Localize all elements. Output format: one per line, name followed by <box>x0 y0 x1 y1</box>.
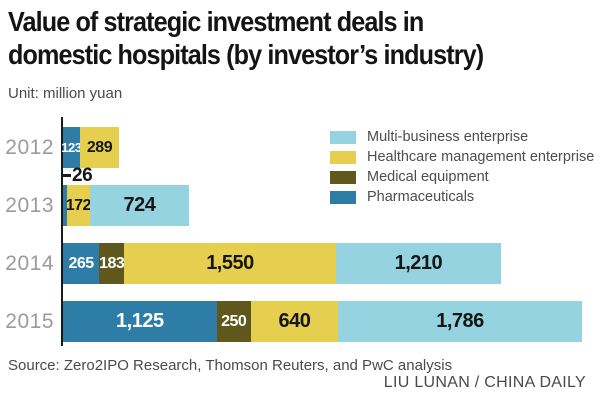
bar-row-2014: 265 183 1,550 1,210 <box>63 243 501 284</box>
legend-item-label: Multi-business enterprise <box>367 129 529 145</box>
chart-title-line2: domestic hospitals (by investor’s indust… <box>8 39 484 70</box>
bar-segment-healthcare-management-enterprise: 640 <box>250 301 339 342</box>
bar-value-label: 289 <box>86 138 113 156</box>
bar-value-label: 265 <box>68 254 94 272</box>
bar-value-label: 1,125 <box>116 310 164 332</box>
bar-value-label: 1,550 <box>206 252 254 274</box>
bar-segment-pharmaceuticals: 123 <box>61 127 82 168</box>
bar-segment-multi-business-enterprise: 1,210 <box>335 243 501 284</box>
category-label-2014: 2014 <box>5 252 54 275</box>
legend-item-label: Healthcare management enterprise <box>367 149 595 165</box>
bar-row-2012: 123 289 <box>61 127 120 168</box>
y-axis-line <box>61 117 63 346</box>
source-note: Source: Zero2IPO Research, Thomson Reute… <box>8 357 453 374</box>
bar-value-label: 26 <box>72 164 93 186</box>
bar-segment-multi-business-enterprise: 1,786 <box>338 301 582 342</box>
bar-value-callout: 26 <box>62 164 93 186</box>
bar-value-label: 724 <box>123 194 156 216</box>
legend-item-pharmaceuticals: Pharmaceuticals <box>330 189 594 205</box>
bar-segment-pharmaceuticals <box>63 185 67 226</box>
category-label-2013: 2013 <box>5 194 54 217</box>
legend-swatch-icon <box>330 171 356 184</box>
bar-segment-healthcare-management-enterprise: 172 <box>65 185 92 226</box>
legend-swatch-icon <box>330 131 356 144</box>
legend-item-medical-equipment: Medical equipment <box>330 169 594 185</box>
legend-swatch-icon <box>330 151 356 164</box>
author-credit: LIU LUNAN / CHINA DAILY <box>383 374 586 391</box>
bar-value-label: 1,210 <box>394 252 443 274</box>
bar-segment-healthcare-management-enterprise: 289 <box>79 127 120 168</box>
chart-title-line1: Value of strategic investment deals in <box>8 6 424 37</box>
legend-item-label: Pharmaceuticals <box>367 189 475 205</box>
bar-segment-medical-equipment: 250 <box>216 301 251 342</box>
callout-tick <box>62 174 71 177</box>
legend: Multi-business enterprise Healthcare mana… <box>330 129 595 211</box>
bar-row-2015: 1,125 250 640 1,786 <box>63 301 582 342</box>
bar-value-label: 172 <box>65 196 92 214</box>
legend-item-healthcare-management-enterprise: Healthcare management enterprise <box>330 149 595 165</box>
bar-value-label: 1,786 <box>436 310 484 332</box>
bar-value-label: 123 <box>61 140 82 155</box>
bar-segment-pharmaceuticals: 265 <box>63 243 100 284</box>
bar-value-label: 250 <box>221 312 247 330</box>
bar-value-label: 183 <box>99 254 125 272</box>
category-label-2015: 2015 <box>5 310 54 333</box>
chart-title: Value of strategic investment deals in d… <box>8 5 484 71</box>
bar-value-label: 640 <box>278 310 311 332</box>
bar-segment-multi-business-enterprise: 724 <box>90 185 189 226</box>
legend-item-label: Medical equipment <box>367 169 489 185</box>
unit-label: Unit: million yuan <box>8 85 123 102</box>
bar-segment-healthcare-management-enterprise: 1,550 <box>124 243 336 284</box>
bar-row-2013: 172 724 <box>63 185 189 226</box>
legend-item-multi-business-enterprise: Multi-business enterprise <box>330 129 594 145</box>
bar-segment-pharmaceuticals: 1,125 <box>63 301 217 342</box>
legend-swatch-icon <box>330 191 356 204</box>
category-label-2012: 2012 <box>5 136 54 159</box>
bar-segment-medical-equipment: 183 <box>99 243 125 284</box>
